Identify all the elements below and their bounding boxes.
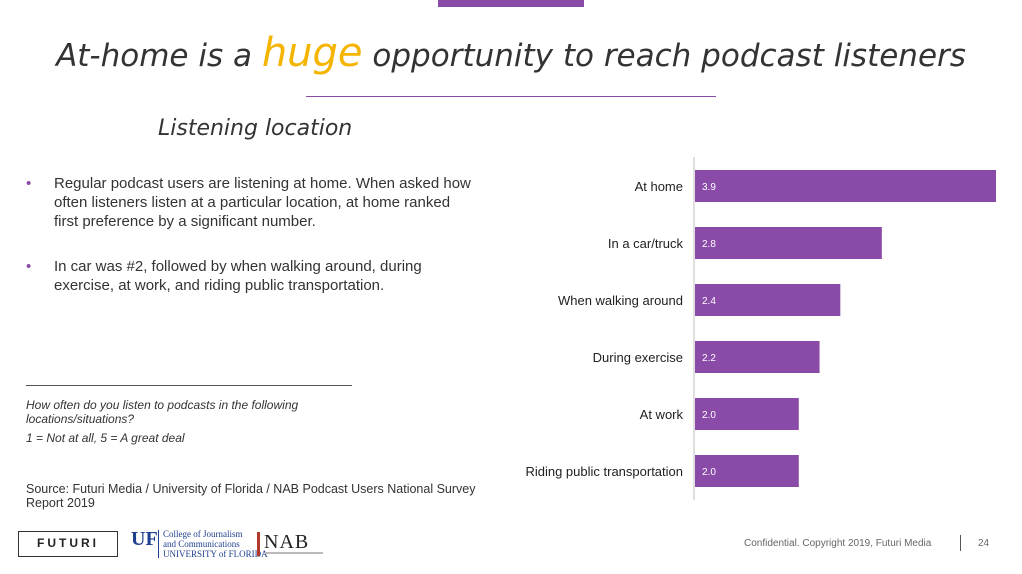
bullet-icon: • bbox=[26, 175, 32, 192]
bullet-item: • Regular podcast users are listening at… bbox=[26, 174, 476, 231]
bullet-item: • In car was #2, followed by when walkin… bbox=[26, 257, 476, 295]
bar bbox=[695, 398, 799, 430]
category-label: Riding public transportation bbox=[525, 464, 683, 479]
category-label: When walking around bbox=[558, 293, 683, 308]
nab-logo: NAB bbox=[257, 530, 327, 558]
page-number: 24 bbox=[978, 538, 990, 549]
title-suffix: opportunity to reach podcast listeners bbox=[372, 38, 966, 74]
bar bbox=[695, 341, 820, 373]
title-divider bbox=[306, 96, 716, 97]
nab-mark-icon bbox=[257, 532, 260, 556]
source-note: Source: Futuri Media / University of Flo… bbox=[26, 482, 476, 510]
top-accent-tab bbox=[438, 0, 584, 7]
bullet-text: Regular podcast users are listening at h… bbox=[54, 175, 471, 230]
bar bbox=[695, 227, 882, 259]
category-label: During exercise bbox=[593, 350, 683, 365]
uf-line-3: UNIVERSITY of FLORIDA bbox=[163, 549, 268, 559]
title-highlight: huge bbox=[261, 30, 363, 76]
category-label: At work bbox=[640, 407, 684, 422]
data-label: 3.9 bbox=[702, 182, 716, 193]
nab-text: NAB bbox=[264, 531, 310, 553]
survey-question: How often do you listen to podcasts in t… bbox=[26, 398, 299, 426]
data-label: 2.2 bbox=[702, 353, 716, 364]
data-label: 2.4 bbox=[702, 296, 716, 307]
footer-divider bbox=[960, 535, 961, 551]
data-label: 2.0 bbox=[702, 410, 716, 421]
uf-line-2: and Communications bbox=[163, 539, 240, 549]
bar bbox=[695, 170, 996, 202]
bullet-list: • Regular podcast users are listening at… bbox=[26, 174, 476, 321]
futuri-logo: FUTURI bbox=[18, 531, 118, 557]
chart-subtitle: Listening location bbox=[158, 116, 353, 141]
slide-title: At-home is a huge opportunity to reach p… bbox=[0, 30, 1022, 76]
nab-tagline-line bbox=[265, 552, 323, 554]
data-label: 2.0 bbox=[702, 467, 716, 478]
uf-text: College of Journalism and Communications… bbox=[163, 529, 268, 559]
category-label: At home bbox=[635, 179, 683, 194]
footer-bar bbox=[0, 559, 1022, 574]
bullet-icon: • bbox=[26, 258, 32, 275]
uf-logo: UF College of Journalism and Communicati… bbox=[131, 528, 268, 560]
bar bbox=[695, 284, 841, 316]
category-label: In a car/truck bbox=[608, 236, 684, 251]
note-divider bbox=[26, 385, 352, 386]
title-prefix: At-home is a bbox=[56, 38, 252, 74]
bullet-text: In car was #2, followed by when walking … bbox=[54, 258, 422, 294]
confidential-notice: Confidential. Copyright 2019, Futuri Med… bbox=[744, 538, 932, 549]
scale-note: 1 = Not at all, 5 = A great deal bbox=[26, 431, 185, 445]
data-label: 2.8 bbox=[702, 239, 716, 250]
uf-mark: UF bbox=[131, 528, 158, 550]
uf-line-1: College of Journalism bbox=[163, 529, 243, 539]
bar bbox=[695, 455, 799, 487]
uf-divider bbox=[158, 530, 159, 558]
